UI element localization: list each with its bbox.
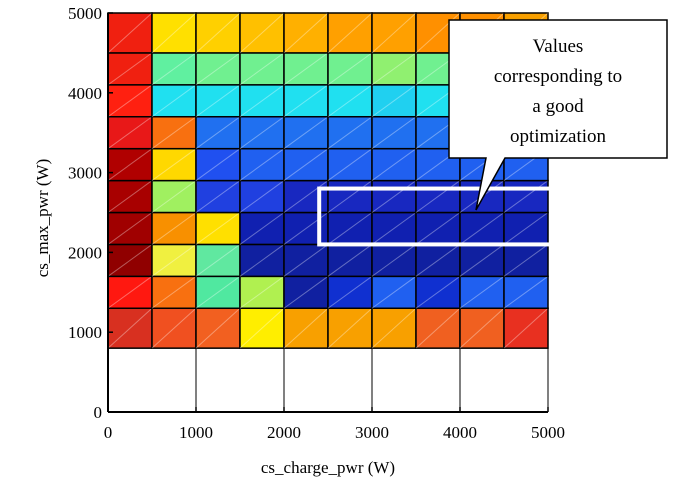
x-axis-label: cs_charge_pwr (W)	[261, 458, 395, 477]
y-tick-label: 1000	[68, 323, 102, 342]
x-tick-label: 1000	[179, 423, 213, 442]
callout-line: optimization	[510, 126, 607, 147]
y-tick-label: 3000	[68, 164, 102, 183]
y-tick-label: 2000	[68, 243, 102, 262]
y-tick-label: 4000	[68, 84, 102, 103]
callout-line: a good	[532, 96, 584, 117]
y-tick-label: 0	[94, 403, 103, 422]
annotation-callout: Values corresponding to a good optimization	[449, 20, 667, 210]
callout-line: Values	[533, 36, 584, 57]
y-tick-label: 5000	[68, 4, 102, 23]
x-tick-label: 5000	[531, 423, 565, 442]
callout-line: corresponding to	[494, 66, 622, 87]
x-tick-label: 2000	[267, 423, 301, 442]
empty-region-grid	[196, 348, 548, 412]
x-tick-label: 3000	[355, 423, 389, 442]
x-tick-label: 4000	[443, 423, 477, 442]
x-tick-label: 0	[104, 423, 113, 442]
y-axis-label: cs_max_pwr (W)	[33, 159, 52, 278]
